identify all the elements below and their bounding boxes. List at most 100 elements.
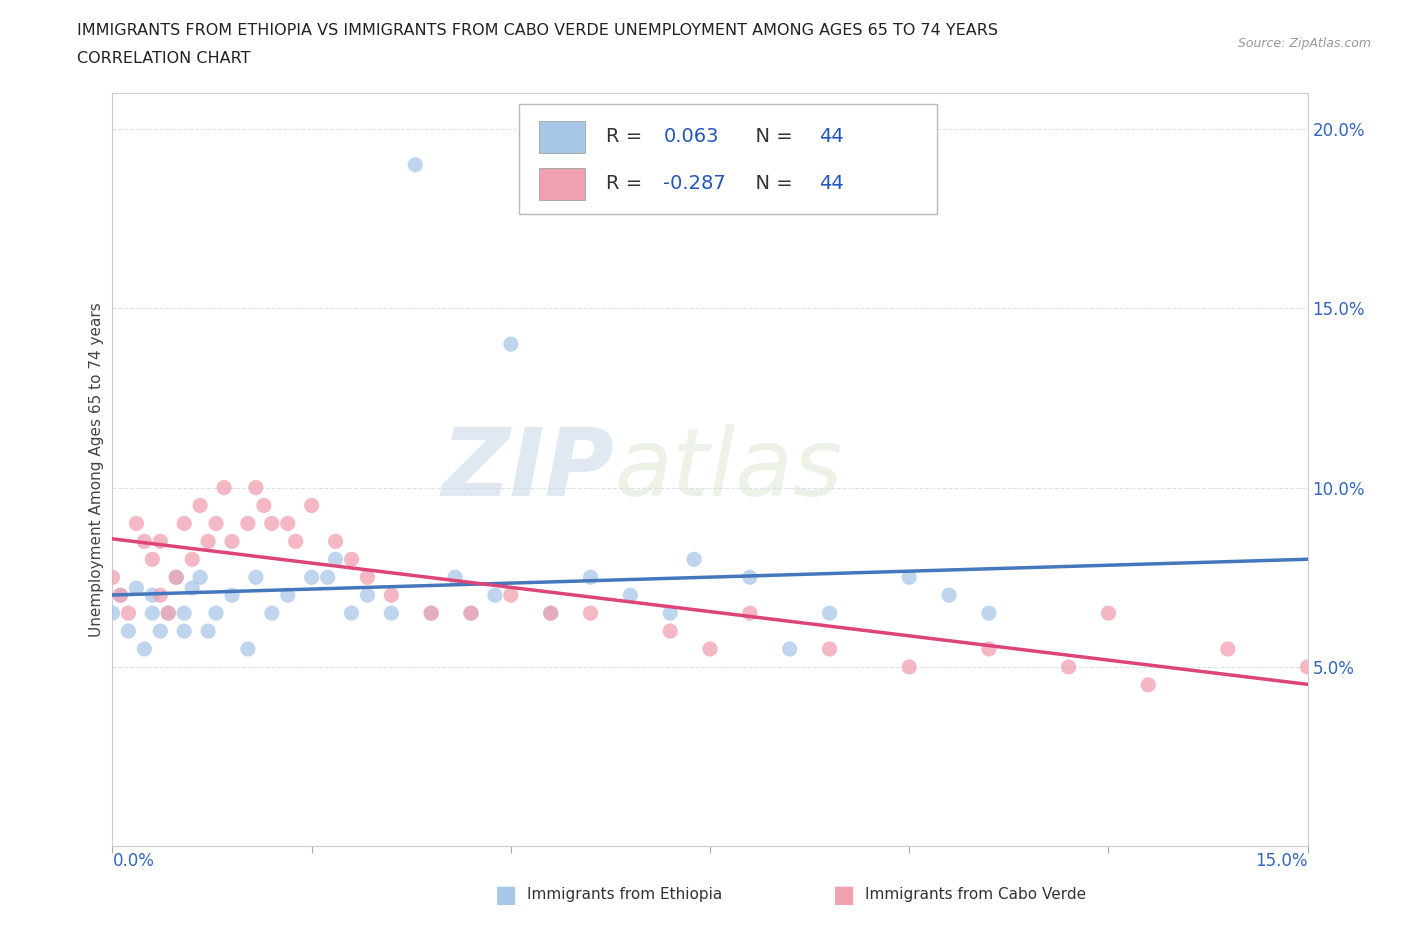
Point [579,605,602,620]
Point [579,570,602,585]
Point [380,605,402,620]
Text: ZIP: ZIP [441,424,614,515]
Point [540,605,562,620]
Point [221,534,243,549]
Point [205,516,228,531]
Point [181,551,204,566]
Text: IMMIGRANTS FROM ETHIOPIA VS IMMIGRANTS FROM CABO VERDE UNEMPLOYMENT AMONG AGES 6: IMMIGRANTS FROM ETHIOPIA VS IMMIGRANTS F… [77,23,998,38]
Text: ■: ■ [495,883,517,907]
Point [236,642,259,657]
Text: atlas: atlas [614,424,842,515]
Point [619,588,641,603]
Point [253,498,276,513]
Point [340,605,363,620]
Point [1137,677,1160,692]
Text: 0.0%: 0.0% [112,852,155,870]
Text: N =: N = [744,127,800,147]
Point [1296,659,1319,674]
Text: N =: N = [744,174,800,193]
Text: Immigrants from Cabo Verde: Immigrants from Cabo Verde [865,887,1085,902]
Point [188,570,211,585]
Point [325,551,347,566]
Point [444,570,467,585]
Text: ■: ■ [832,883,855,907]
Point [898,570,921,585]
Point [149,588,172,603]
Point [165,570,187,585]
Point [356,588,378,603]
Text: Source: ZipAtlas.com: Source: ZipAtlas.com [1237,37,1371,50]
Point [173,605,195,620]
Point [404,157,426,172]
Point [141,605,163,620]
Point [173,516,195,531]
Text: 44: 44 [818,174,844,193]
Point [277,588,299,603]
Point [499,588,522,603]
Point [738,605,761,620]
Point [188,498,211,513]
Point [197,624,219,639]
Point [134,642,156,657]
Point [157,605,180,620]
Point [356,570,378,585]
Point [110,588,132,603]
Point [301,498,323,513]
Point [260,605,283,620]
Point [221,588,243,603]
Text: R =: R = [606,127,648,147]
Point [779,642,801,657]
Point [380,588,402,603]
Point [101,570,124,585]
Point [420,605,443,620]
Point [683,551,706,566]
Text: 0.063: 0.063 [664,127,718,147]
Point [212,480,235,495]
Point [245,480,267,495]
Point [1097,605,1119,620]
Point [236,516,259,531]
Point [1057,659,1080,674]
Point [117,605,139,620]
Text: 44: 44 [818,127,844,147]
FancyBboxPatch shape [538,121,585,153]
Point [110,588,132,603]
Point [125,580,148,595]
Point [484,588,506,603]
Point [181,580,204,595]
Point [325,534,347,549]
Point [659,605,682,620]
Point [316,570,339,585]
Point [818,605,841,620]
Point [205,605,228,620]
Text: R =: R = [606,174,648,193]
Point [938,588,960,603]
Point [1216,642,1239,657]
Point [260,516,283,531]
Point [149,534,172,549]
Point [818,642,841,657]
Point [460,605,482,620]
Point [117,624,139,639]
Point [301,570,323,585]
Point [898,659,921,674]
Point [540,605,562,620]
Point [245,570,267,585]
Point [197,534,219,549]
Text: -0.287: -0.287 [664,174,725,193]
Point [977,642,1000,657]
FancyBboxPatch shape [519,104,938,214]
Point [125,516,148,531]
FancyBboxPatch shape [538,168,585,200]
Y-axis label: Unemployment Among Ages 65 to 74 years: Unemployment Among Ages 65 to 74 years [89,302,104,637]
Point [165,570,187,585]
Point [173,624,195,639]
Text: CORRELATION CHART: CORRELATION CHART [77,51,250,66]
Point [738,570,761,585]
Point [141,551,163,566]
Point [141,588,163,603]
Point [699,642,721,657]
Point [277,516,299,531]
Point [420,605,443,620]
Point [149,624,172,639]
